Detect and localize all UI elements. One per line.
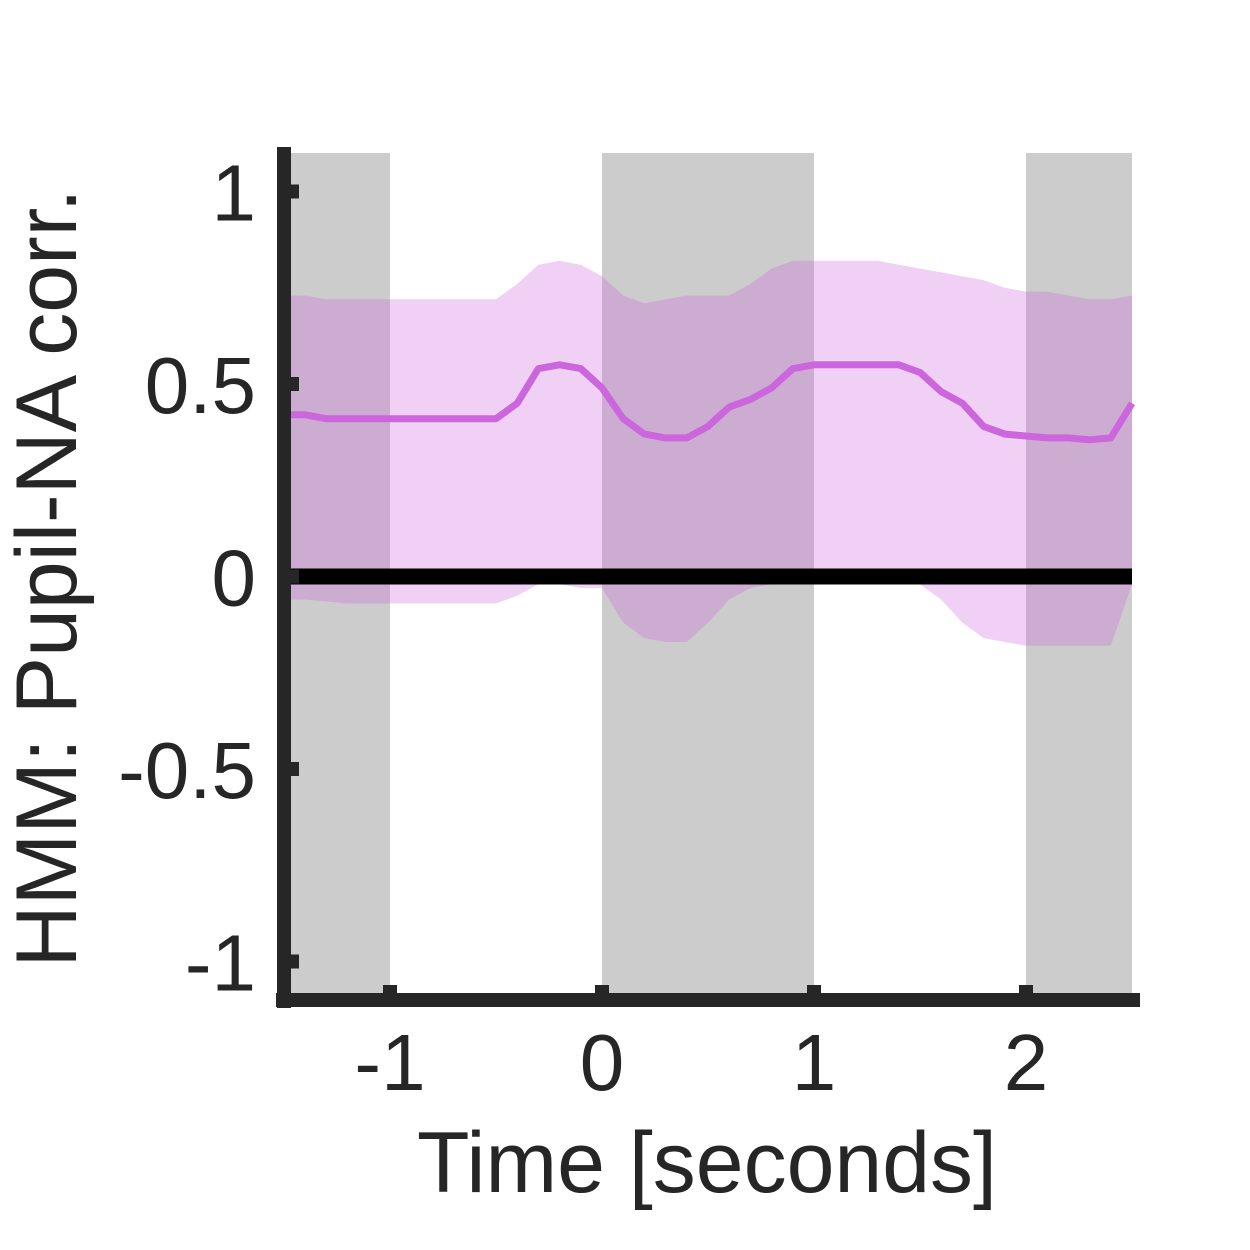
y-tick-label-4: 0.5	[145, 341, 256, 430]
y-axis-label: HMM: Pupil-NA corr.	[0, 189, 95, 968]
mean-correlation-line	[284, 361, 1135, 444]
y-tick-label-2: -0.5	[118, 726, 256, 815]
x-tick-label-2: 0	[580, 1018, 625, 1107]
y-tick-label-1: -1	[185, 919, 256, 1008]
x-tick-label-3: 1	[792, 1018, 837, 1107]
confidence-band	[284, 260, 1132, 646]
series-line-layer	[284, 361, 1135, 444]
x-tick-label-4: 2	[1004, 1018, 1049, 1107]
x-tick-label-1: -1	[354, 1018, 425, 1107]
y-tick-label-5: 1	[212, 149, 257, 238]
x-axis-label: Time [seconds]	[417, 1115, 997, 1211]
confidence-band-layer	[284, 260, 1132, 646]
y-tick-label-3: 0	[212, 534, 257, 623]
axes: -1 -0.5 0 0.5 1 -1 0 1 2	[118, 147, 1140, 1107]
